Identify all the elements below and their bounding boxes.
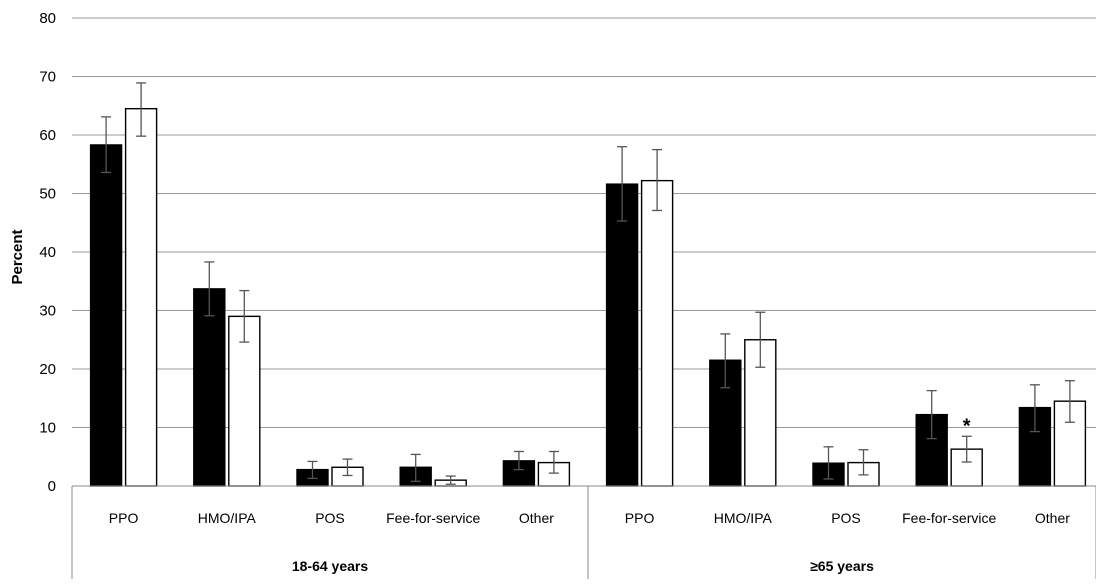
x-axis xyxy=(71,485,1096,579)
y-tick-label: 70 xyxy=(39,69,56,86)
gridlines xyxy=(72,17,1096,428)
x-category-label: PPO xyxy=(625,510,655,526)
significance-annotation: * xyxy=(963,415,971,437)
y-tick-label: 20 xyxy=(39,361,56,378)
x-category-label: HMO/IPA xyxy=(714,510,773,526)
x-category-label: Other xyxy=(519,510,554,526)
bar xyxy=(124,107,158,487)
y-tick-label: 80 xyxy=(39,10,56,27)
x-group-label: ≥65 years xyxy=(810,558,874,574)
bar xyxy=(640,179,674,487)
error-bars xyxy=(101,82,1075,485)
x-category-label: POS xyxy=(831,510,861,526)
bars xyxy=(89,107,1087,487)
bar xyxy=(228,315,261,487)
annotations: * xyxy=(963,415,971,437)
x-category-label: POS xyxy=(315,510,345,526)
x-category-label: Fee-for-service xyxy=(386,510,480,526)
y-tick-label: 60 xyxy=(39,127,56,144)
bar xyxy=(89,144,123,487)
y-tick-label: 30 xyxy=(39,303,56,320)
x-axis-category-labels: PPO HMO/IPA POS Fee-for-service Other PPO HMO/… xyxy=(109,510,1070,526)
x-category-label: Fee-for-service xyxy=(902,510,996,526)
x-category-label: PPO xyxy=(109,510,139,526)
y-tick-label: 10 xyxy=(39,420,56,437)
x-category-label: HMO/IPA xyxy=(198,510,257,526)
y-axis-ticks: 0 10 20 30 40 50 60 70 80 xyxy=(39,10,56,495)
x-group-label: 18-64 years xyxy=(292,558,369,574)
y-tick-label: 50 xyxy=(39,186,56,203)
bar xyxy=(193,288,226,487)
y-tick-label: 40 xyxy=(39,244,56,261)
bar xyxy=(605,183,639,487)
y-tick-label: 0 xyxy=(48,478,56,495)
x-category-label: Other xyxy=(1035,510,1070,526)
x-axis-group-labels: 18-64 years ≥65 years xyxy=(292,558,874,574)
y-axis-label: Percent xyxy=(9,229,26,284)
